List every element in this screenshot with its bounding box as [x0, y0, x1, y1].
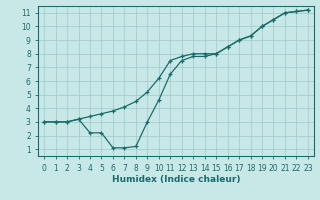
X-axis label: Humidex (Indice chaleur): Humidex (Indice chaleur) — [112, 175, 240, 184]
